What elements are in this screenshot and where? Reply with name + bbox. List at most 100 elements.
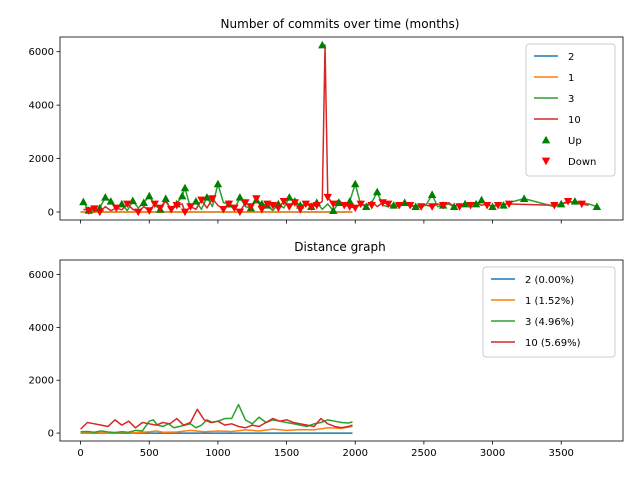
distance-chart-legend: 2 (0.00%) 1 (1.52%) 3 (4.96%) 10 (5.69%) bbox=[482, 266, 616, 358]
commits-series-up-marker bbox=[499, 201, 508, 209]
commits-series-group bbox=[79, 40, 602, 217]
commits-series-up-marker bbox=[411, 202, 420, 211]
commits-series-down-marker bbox=[112, 204, 121, 213]
commits-chart-ticks: 0 2000 4000 6000 bbox=[29, 47, 562, 224]
distance-y-tick-label: 6000 bbox=[29, 270, 54, 281]
commits-y-tick-label: 0 bbox=[48, 207, 54, 218]
commits-series-down-marker bbox=[307, 203, 316, 211]
commits-series-down-marker bbox=[241, 199, 250, 207]
distance-x-tick-label: 3000 bbox=[480, 448, 505, 459]
commits-series-up-marker bbox=[145, 191, 154, 200]
commits-legend-10-label: 10 bbox=[568, 115, 581, 126]
commits-series-up-marker bbox=[389, 201, 398, 209]
commits-series-up-marker bbox=[557, 199, 566, 208]
commits-chart-legend: 2 1 3 10 Up Down bbox=[525, 43, 616, 177]
commits-series-down-marker bbox=[172, 201, 181, 210]
commits-series-up-marker bbox=[191, 197, 201, 205]
commits-series-down-marker bbox=[167, 205, 176, 214]
commits-series-down-marker bbox=[356, 200, 365, 209]
commits-series-down-marker bbox=[274, 204, 283, 213]
commits-series-down-marker bbox=[150, 200, 159, 209]
commits-series-down-marker bbox=[493, 201, 503, 210]
commits-series-down-marker bbox=[466, 201, 475, 210]
distance-legend-2-label: 2 (0.00%) bbox=[525, 275, 574, 286]
commits-series-down-marker bbox=[224, 200, 234, 209]
commits-series-down-marker bbox=[482, 201, 492, 210]
commits-legend-up-swatch bbox=[541, 135, 551, 144]
commits-series-up-marker bbox=[202, 193, 212, 201]
distance-x-tick-label: 1500 bbox=[274, 448, 299, 459]
commits-series-down-marker bbox=[296, 205, 305, 214]
commits-series-up-marker bbox=[334, 198, 343, 206]
commits-series-up-marker bbox=[373, 187, 382, 196]
distance-x-tick-label: 2000 bbox=[343, 448, 368, 459]
commits-series-down-marker bbox=[219, 205, 228, 214]
commits-series-up-marker bbox=[329, 206, 338, 215]
commits-series-down-marker bbox=[268, 201, 278, 210]
commits-chart: Number of commits over time (months) 0 20… bbox=[29, 17, 624, 224]
commits-series-up-marker bbox=[139, 198, 148, 206]
distance-chart-plot-area bbox=[80, 403, 353, 434]
commits-y-tick-label: 6000 bbox=[29, 47, 54, 58]
commits-legend-up-label: Up bbox=[568, 136, 582, 147]
commits-series-down-marker bbox=[563, 197, 573, 206]
distance-y-tick-label: 2000 bbox=[29, 376, 54, 387]
commits-series-down-marker bbox=[230, 204, 239, 213]
commits-chart-plot-area bbox=[79, 40, 602, 217]
distance-legend-3-label: 3 (4.96%) bbox=[525, 317, 574, 328]
commits-series-down-marker bbox=[405, 201, 415, 210]
distance-chart-ticks: 0 500 1000 1500 2000 2500 3000 3500 0 2000 4000 600… bbox=[29, 270, 574, 459]
commits-series-down-marker bbox=[180, 208, 190, 217]
commits-series-down-marker bbox=[416, 203, 426, 211]
commits-series-up-marker bbox=[128, 196, 137, 205]
commits-legend-2-label: 2 bbox=[568, 52, 574, 63]
commits-series-down-marker bbox=[208, 195, 217, 203]
commits-series-down-marker bbox=[351, 204, 360, 213]
distance-x-tick-label: 500 bbox=[140, 448, 159, 459]
distance-series-10-line bbox=[80, 408, 353, 430]
commits-series-up-marker bbox=[79, 197, 88, 206]
commits-series-down-marker bbox=[134, 208, 143, 217]
commits-series-up-marker bbox=[400, 198, 409, 206]
commits-series-down-marker bbox=[504, 200, 514, 209]
commits-series-down-marker bbox=[257, 205, 267, 214]
commits-series-down-marker bbox=[438, 201, 448, 210]
commits-series-down-marker bbox=[84, 207, 94, 215]
distance-x-tick-label: 1000 bbox=[205, 448, 230, 459]
commits-series-up-marker bbox=[427, 190, 437, 198]
distance-series-group bbox=[80, 403, 353, 434]
distance-x-tick-label: 3500 bbox=[548, 448, 573, 459]
commits-series-up-marker bbox=[362, 202, 371, 211]
distance-legend-10-label: 10 (5.69%) bbox=[525, 338, 581, 349]
commits-series-down-marker bbox=[285, 203, 294, 211]
commits-series-down-marker bbox=[123, 200, 132, 209]
commits-series-up-marker bbox=[101, 193, 110, 201]
commits-y-tick-label: 2000 bbox=[29, 154, 54, 165]
distance-chart: Distance graph 0 500 1000 1500 2000 2500 3000 3… bbox=[29, 240, 624, 459]
commits-series-up-marker bbox=[488, 202, 497, 211]
distance-chart-title: Distance graph bbox=[294, 240, 385, 254]
commits-series-up-marker bbox=[592, 202, 602, 211]
commits-series-down-marker bbox=[235, 208, 245, 217]
commits-chart-frame bbox=[59, 36, 624, 221]
commits-series-down-marker bbox=[383, 200, 393, 209]
commits-series-down-marker bbox=[394, 201, 404, 210]
commits-legend-down-label: Down bbox=[568, 157, 596, 168]
commits-series-down-marker bbox=[246, 203, 256, 211]
commits-legend-1-label: 1 bbox=[568, 73, 574, 84]
commits-legend-down-swatch bbox=[541, 157, 551, 166]
commits-legend-3-label: 3 bbox=[568, 94, 574, 105]
commits-series-down-marker bbox=[90, 205, 99, 213]
commits-series-up-marker bbox=[178, 191, 187, 200]
commits-series-down-marker bbox=[197, 196, 206, 205]
commits-y-tick-label: 4000 bbox=[29, 101, 54, 112]
commits-series-down-marker bbox=[367, 201, 376, 210]
commits-series-up-marker bbox=[213, 179, 223, 188]
commits-series-down-marker bbox=[329, 200, 338, 209]
commits-series-up-marker bbox=[477, 195, 486, 204]
commits-series-down-marker bbox=[156, 204, 165, 213]
commits-series-down-marker bbox=[323, 193, 332, 202]
commits-series-down-marker bbox=[252, 195, 261, 203]
commits-series-up-marker bbox=[257, 199, 267, 208]
commits-series-up-marker bbox=[351, 179, 360, 188]
